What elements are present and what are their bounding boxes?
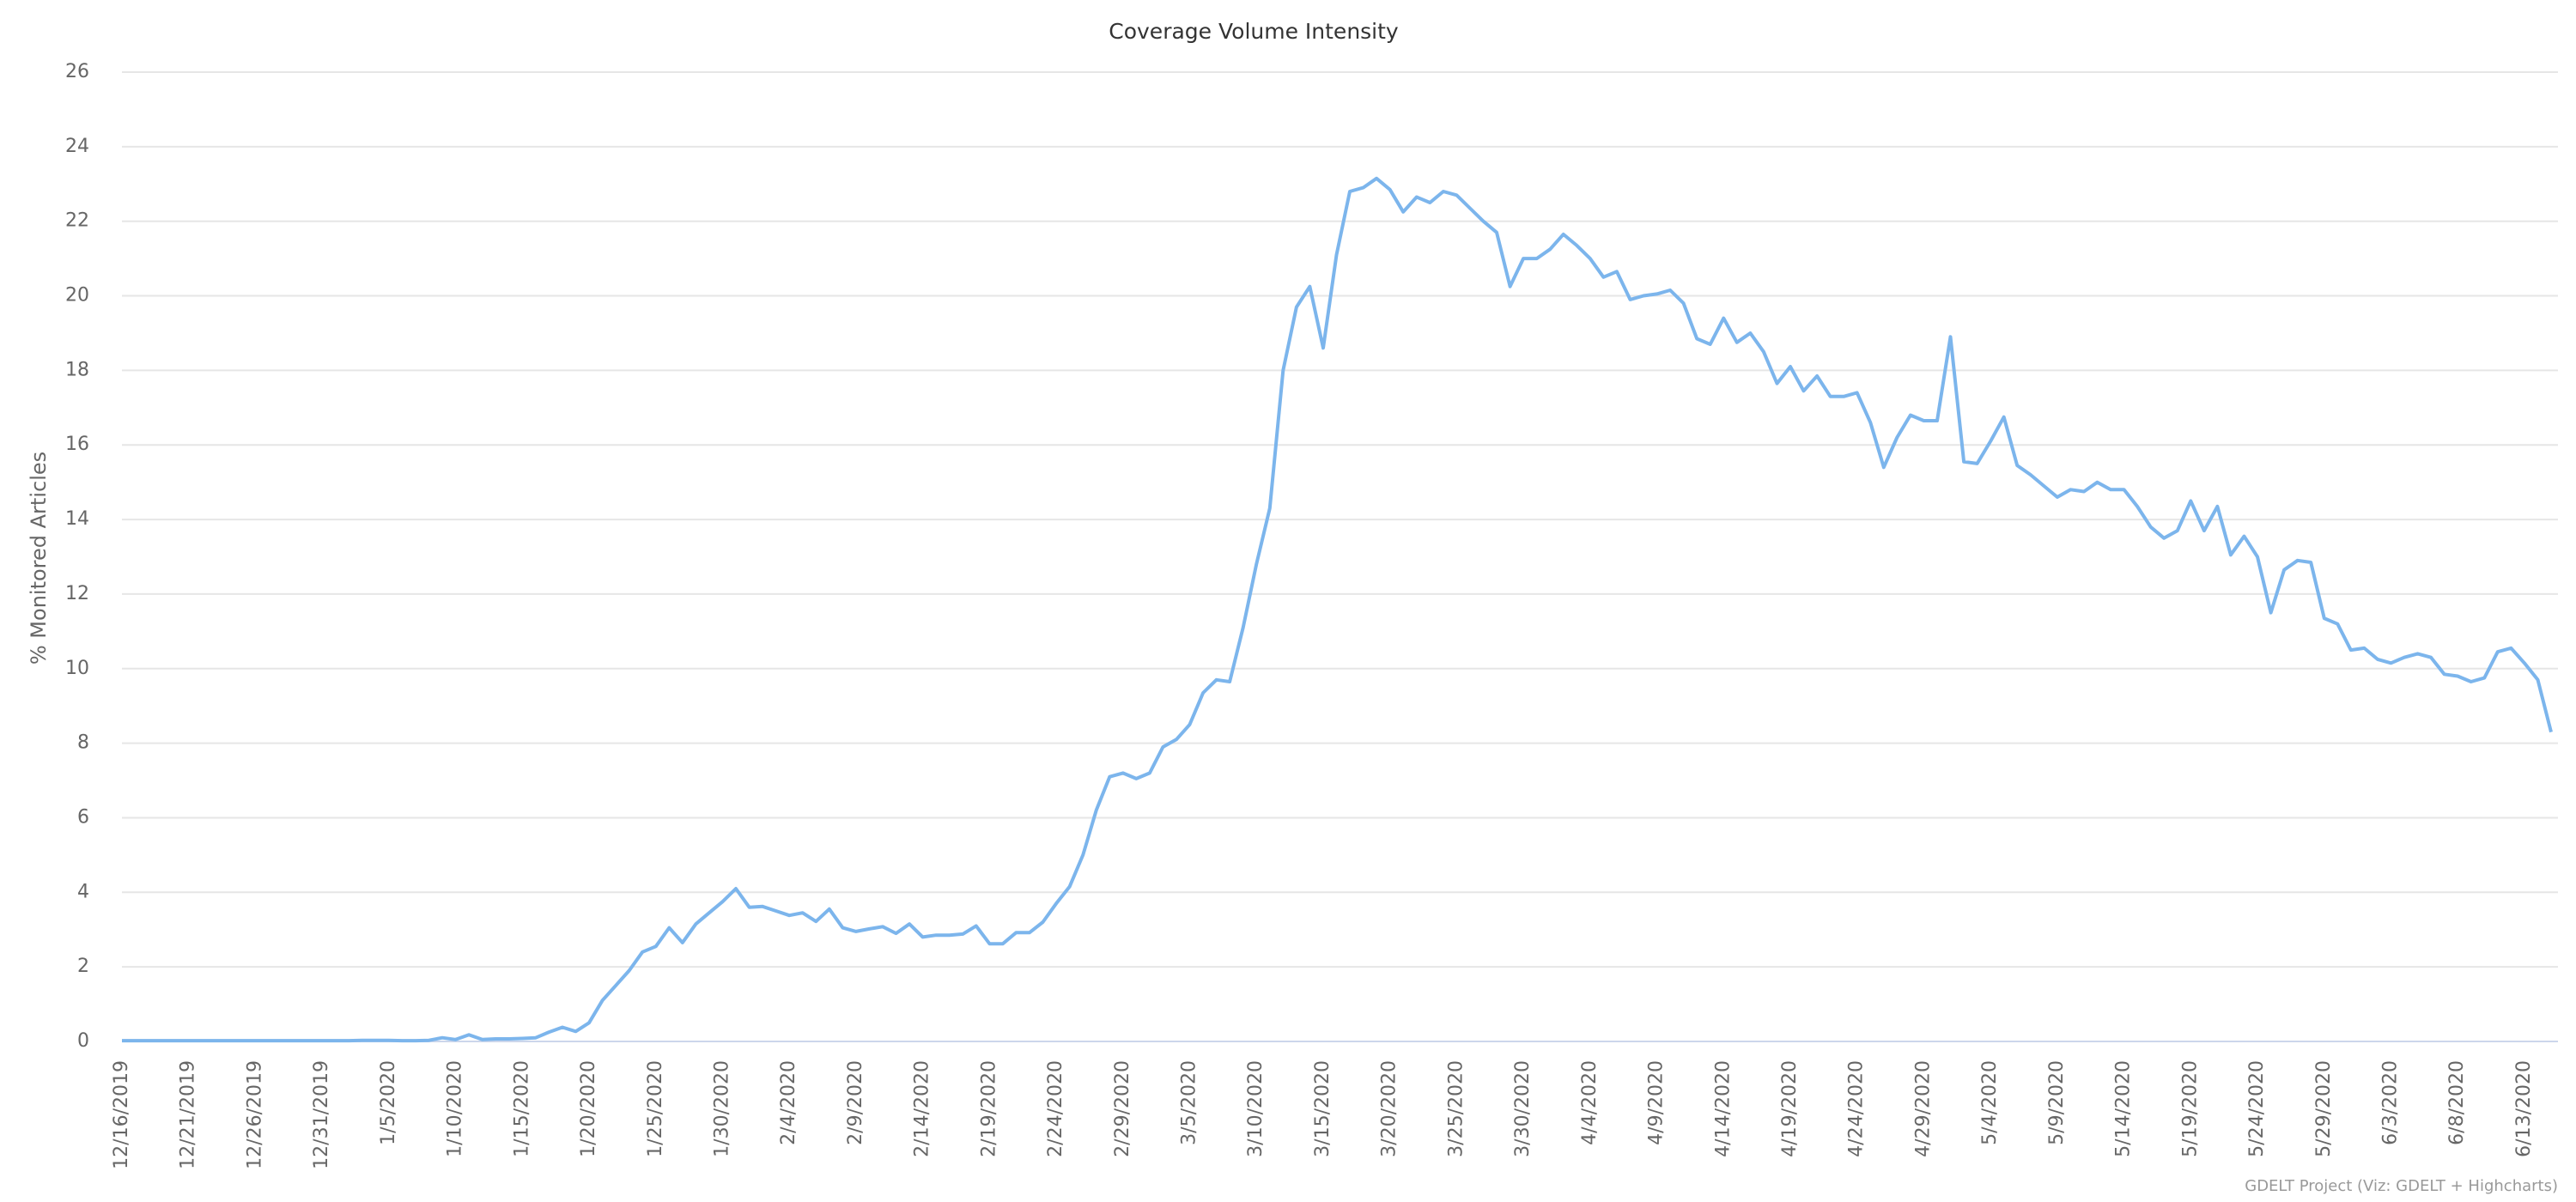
x-tick-label: 6/8/2020 — [2446, 1060, 2468, 1145]
x-tick-label: 3/25/2020 — [1445, 1060, 1467, 1157]
x-tick-label: 5/19/2020 — [2179, 1060, 2201, 1157]
x-tick-label: 2/29/2020 — [1112, 1060, 1133, 1157]
y-tick-label: 2 — [77, 956, 89, 977]
y-axis-title: % Monitored Articles — [27, 452, 51, 665]
x-tick-label: 3/15/2020 — [1312, 1060, 1334, 1157]
x-tick-label: 4/24/2020 — [1846, 1060, 1868, 1157]
x-tick-label: 6/13/2020 — [2513, 1060, 2535, 1157]
y-tick-label: 16 — [65, 434, 89, 455]
x-tick-label: 5/29/2020 — [2313, 1060, 2335, 1157]
x-tick-label: 12/21/2019 — [178, 1060, 199, 1169]
x-tick-label: 3/5/2020 — [1179, 1060, 1200, 1145]
y-tick-label: 10 — [65, 658, 89, 679]
x-tick-label: 1/25/2020 — [645, 1060, 666, 1157]
x-tick-label: 12/26/2019 — [244, 1060, 265, 1169]
x-tick-label: 1/10/2020 — [445, 1060, 466, 1157]
y-tick-label: 6 — [77, 806, 89, 828]
x-tick-label: 12/16/2019 — [111, 1060, 132, 1169]
x-tick-label: 1/20/2020 — [578, 1060, 599, 1157]
x-tick-label: 3/20/2020 — [1379, 1060, 1400, 1157]
x-tick-label: 1/30/2020 — [711, 1060, 732, 1157]
x-tick-label: 4/9/2020 — [1646, 1060, 1668, 1145]
x-tick-label: 4/19/2020 — [1779, 1060, 1801, 1157]
y-tick-label: 0 — [77, 1030, 89, 1052]
x-tick-label: 5/24/2020 — [2246, 1060, 2268, 1157]
x-tick-label: 4/4/2020 — [1579, 1060, 1601, 1145]
x-tick-label: 5/9/2020 — [2046, 1060, 2068, 1145]
y-tick-label: 20 — [65, 285, 89, 307]
y-tick-label: 8 — [77, 732, 89, 754]
x-tick-label: 12/31/2019 — [311, 1060, 332, 1169]
y-tick-label: 12 — [65, 583, 89, 604]
chart-title: Coverage Volume Intensity — [1109, 19, 1399, 44]
y-tick-label: 18 — [65, 359, 89, 380]
y-tick-label: 14 — [65, 508, 89, 530]
x-tick-label: 5/14/2020 — [2113, 1060, 2135, 1157]
x-tick-label: 5/4/2020 — [1979, 1060, 2001, 1145]
x-tick-label: 3/30/2020 — [1512, 1060, 1534, 1157]
y-tick-label: 26 — [65, 61, 89, 82]
credits[interactable]: GDELT Project (Viz: GDELT + Highcharts) — [2245, 1177, 2558, 1195]
x-tick-label: 2/9/2020 — [845, 1060, 866, 1145]
x-tick-label: 2/4/2020 — [778, 1060, 799, 1145]
x-tick-label: 1/15/2020 — [511, 1060, 532, 1157]
x-tick-label: 2/14/2020 — [912, 1060, 933, 1157]
y-tick-label: 24 — [65, 136, 89, 157]
x-tick-label: 4/29/2020 — [1912, 1060, 1934, 1157]
y-tick-label: 4 — [77, 881, 89, 902]
data-line — [122, 176, 2553, 1043]
x-tick-label: 4/14/2020 — [1712, 1060, 1734, 1157]
x-tick-label: 2/24/2020 — [1045, 1060, 1066, 1157]
x-tick-label: 1/5/2020 — [378, 1060, 399, 1145]
x-tick-label: 2/19/2020 — [978, 1060, 999, 1157]
y-tick-label: 22 — [65, 210, 89, 232]
x-tick-label: 3/10/2020 — [1245, 1060, 1267, 1157]
x-tick-label: 6/3/2020 — [2379, 1060, 2401, 1145]
